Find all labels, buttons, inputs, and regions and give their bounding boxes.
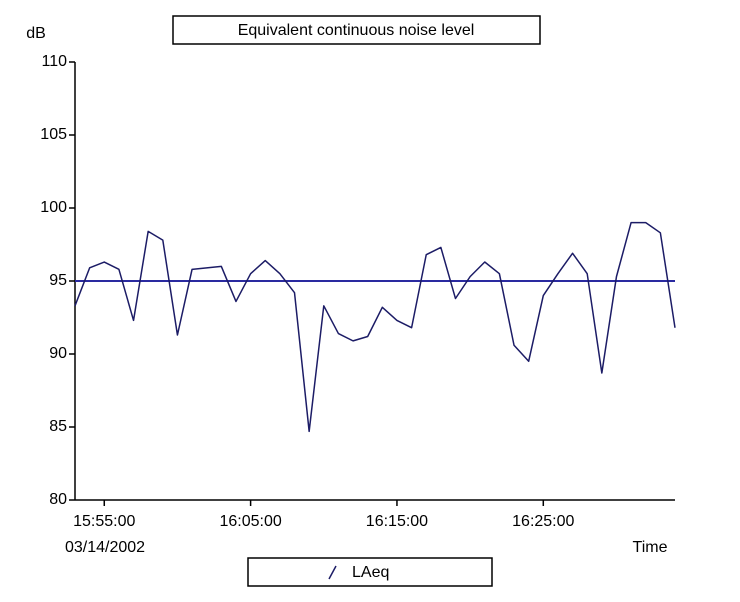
y-tick-label: 85: [49, 418, 67, 435]
y-tick-label: 90: [49, 345, 67, 362]
y-tick-label: 80: [49, 491, 67, 508]
legend-entry: LAeq: [352, 564, 389, 581]
y-tick-label: 95: [49, 272, 67, 289]
title-box: [172, 15, 541, 45]
chart-title: Equivalent continuous noise level: [238, 22, 475, 39]
y-tick-label: 110: [41, 53, 67, 70]
date-label: 03/14/2002: [65, 539, 145, 556]
y-tick-label: 100: [40, 199, 67, 216]
x-axis-label: Time: [633, 539, 668, 556]
x-tick-label: 16:15:00: [366, 513, 428, 530]
y-axis-label: dB: [26, 25, 46, 42]
legend-swatch: [328, 565, 337, 580]
x-tick-label: 15:55:00: [73, 513, 135, 530]
legend-box: [247, 557, 493, 587]
x-tick-label: 16:25:00: [512, 513, 574, 530]
y-tick-label: 105: [40, 126, 67, 143]
data-line: [74, 221, 676, 433]
x-tick-label: 16:05:00: [219, 513, 281, 530]
